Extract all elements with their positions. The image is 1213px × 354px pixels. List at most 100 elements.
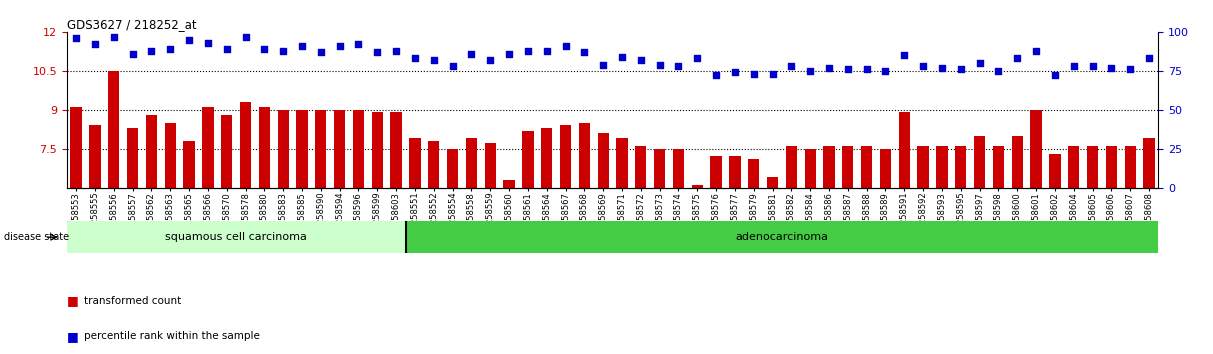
Bar [466, 138, 477, 188]
Text: ■: ■ [67, 295, 79, 307]
Point [235, 34, 255, 39]
Bar [258, 107, 270, 188]
Bar [1087, 146, 1098, 188]
Bar [391, 112, 402, 188]
Point [781, 63, 801, 69]
Bar [108, 71, 119, 188]
Point [292, 43, 312, 49]
Bar [240, 102, 251, 188]
Bar [711, 156, 722, 188]
Point [556, 43, 575, 49]
Bar [936, 146, 947, 188]
Point [104, 34, 124, 39]
Point [744, 71, 763, 77]
Bar [824, 146, 835, 188]
Point [273, 48, 292, 53]
Bar [1106, 146, 1117, 188]
Point [255, 46, 274, 52]
Bar [616, 138, 627, 188]
Bar [974, 136, 985, 188]
Bar [1030, 110, 1042, 188]
Point [462, 51, 482, 57]
Bar [67, 221, 405, 253]
Bar [315, 110, 326, 188]
Text: squamous cell carcinoma: squamous cell carcinoma [165, 232, 307, 242]
Point [1121, 67, 1140, 72]
Point [613, 54, 632, 59]
Bar [917, 146, 929, 188]
Point [217, 46, 237, 52]
Point [650, 62, 670, 67]
Bar [409, 138, 421, 188]
Bar [523, 131, 534, 188]
Bar [446, 149, 459, 188]
Text: ■: ■ [67, 330, 79, 343]
Point [819, 65, 838, 70]
Bar [1012, 136, 1023, 188]
Text: percentile rank within the sample: percentile rank within the sample [84, 331, 260, 341]
Point [518, 48, 537, 53]
Point [895, 52, 915, 58]
Point [1064, 63, 1083, 69]
Point [668, 63, 688, 69]
Bar [165, 123, 176, 188]
Bar [484, 143, 496, 188]
Point [142, 48, 161, 53]
Bar [691, 185, 702, 188]
Point [706, 73, 725, 78]
Point [330, 43, 349, 49]
Text: GDS3627 / 218252_at: GDS3627 / 218252_at [67, 18, 197, 31]
Bar [203, 107, 213, 188]
Point [1139, 56, 1158, 61]
Point [1008, 56, 1027, 61]
Point [688, 56, 707, 61]
Bar [1144, 138, 1155, 188]
Bar [899, 112, 910, 188]
Bar [842, 146, 854, 188]
Bar [748, 159, 759, 188]
Bar [146, 115, 156, 188]
Bar [861, 146, 872, 188]
Point [1101, 65, 1121, 70]
Bar [560, 125, 571, 188]
Point [575, 49, 594, 55]
Point [123, 51, 142, 57]
Point [913, 63, 933, 69]
Point [160, 46, 180, 52]
Bar [767, 177, 779, 188]
Text: adenocarcinoma: adenocarcinoma [735, 232, 828, 242]
Bar [673, 149, 684, 188]
Bar [1124, 146, 1135, 188]
Point [180, 37, 199, 42]
Point [198, 40, 217, 46]
Point [368, 49, 387, 55]
Point [85, 41, 104, 47]
Point [876, 68, 895, 74]
Point [1026, 48, 1046, 53]
Point [951, 67, 970, 72]
Bar [428, 141, 439, 188]
Text: transformed count: transformed count [84, 296, 181, 306]
Bar [127, 128, 138, 188]
Point [763, 71, 782, 77]
Point [989, 68, 1008, 74]
Bar [729, 156, 741, 188]
Point [631, 57, 650, 63]
Point [537, 48, 557, 53]
Bar [221, 115, 233, 188]
Point [349, 41, 369, 47]
Point [970, 60, 990, 66]
Point [838, 67, 858, 72]
Bar [636, 146, 647, 188]
Bar [1069, 146, 1080, 188]
Point [725, 69, 745, 75]
Point [443, 63, 462, 69]
Point [593, 62, 613, 67]
Bar [992, 146, 1004, 188]
Bar [278, 110, 289, 188]
Bar [371, 112, 383, 188]
Bar [90, 125, 101, 188]
Bar [786, 146, 797, 188]
Bar [1049, 154, 1060, 188]
Point [480, 57, 500, 63]
